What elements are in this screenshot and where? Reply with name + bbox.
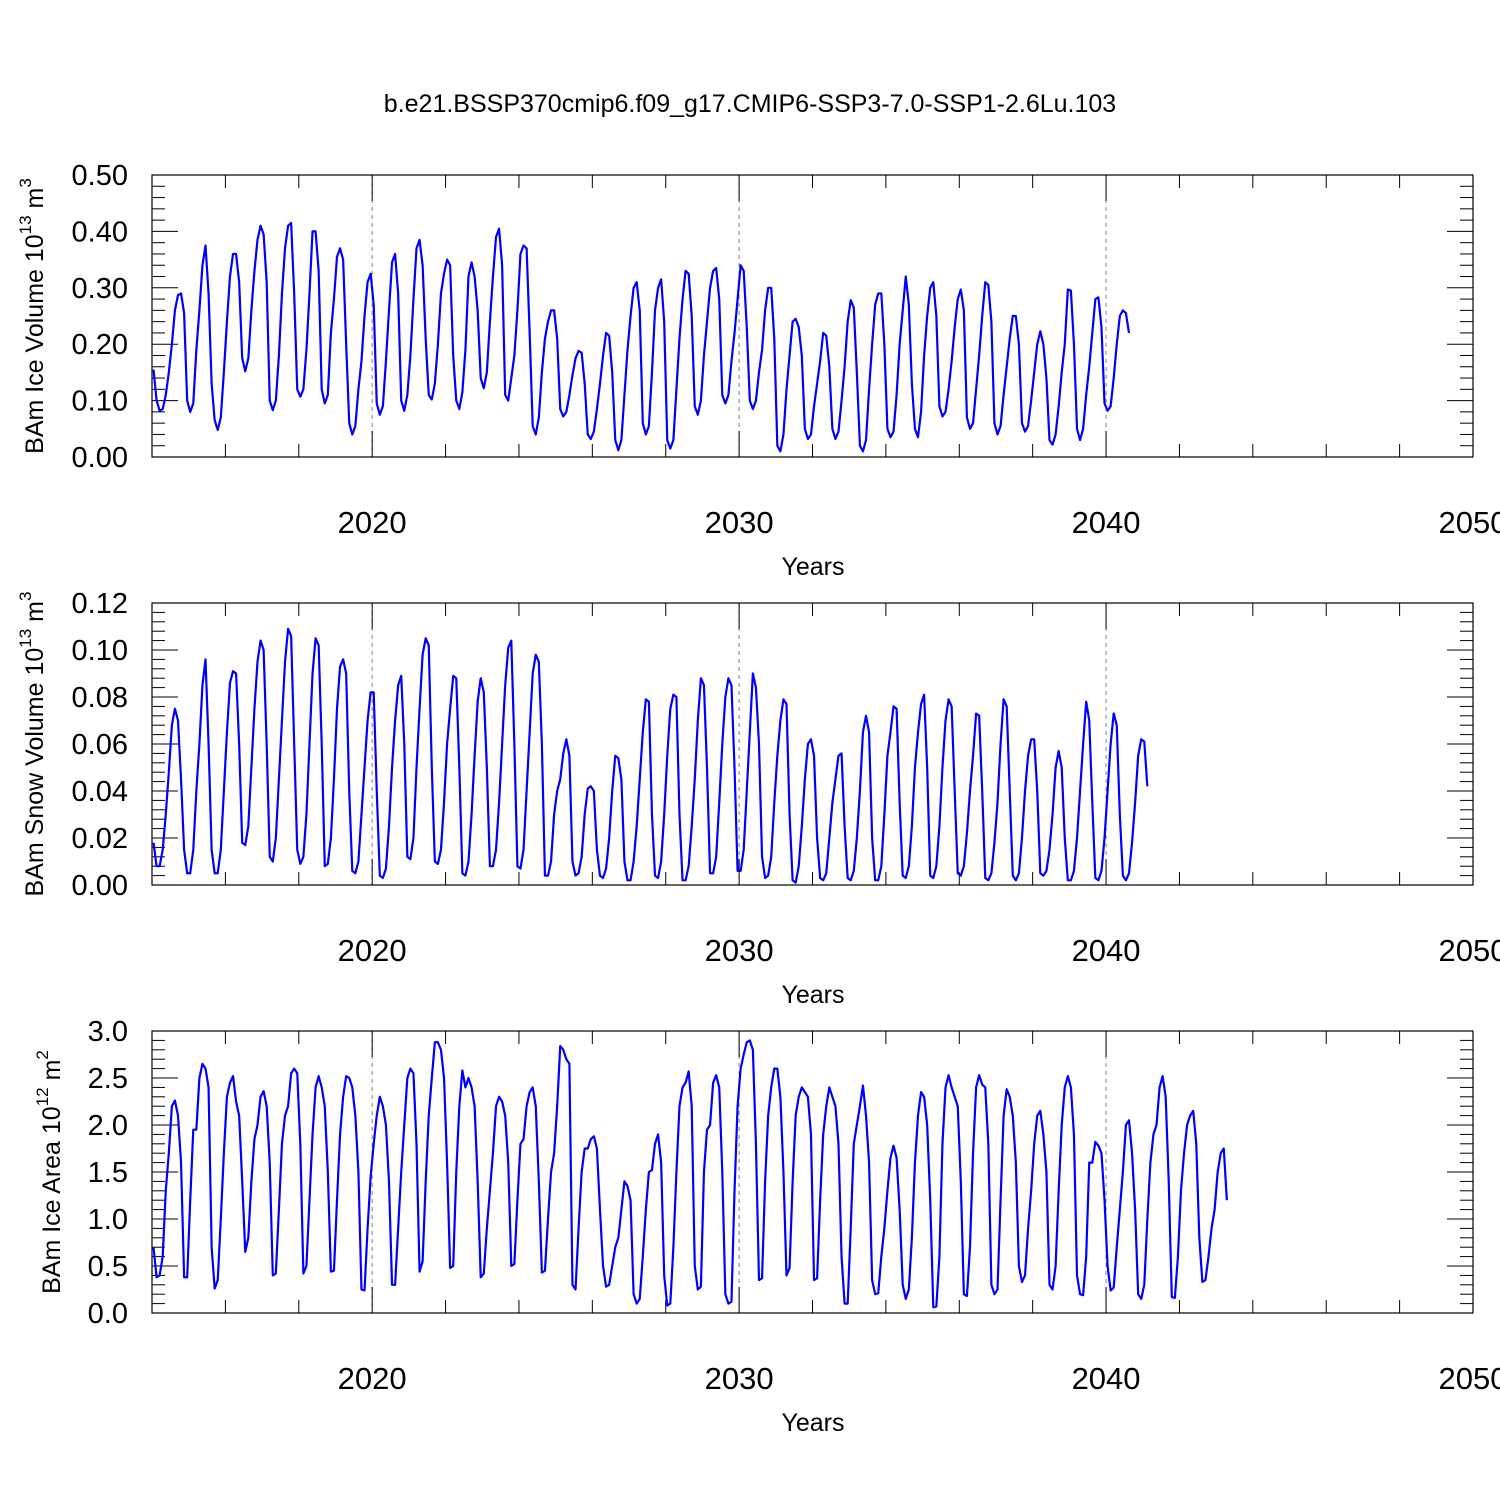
y-tick-label: 0.12 bbox=[72, 588, 128, 620]
xlabel-ice-volume: Years bbox=[781, 553, 844, 581]
ylabel-ice-area: BAm Ice Area 1012 m2 bbox=[33, 1050, 66, 1294]
x-tick-label: 2020 bbox=[338, 933, 407, 968]
y-tick-label: 0.5 bbox=[88, 1251, 128, 1283]
chart-ice-area: BAm Ice Area 1012 m2 Years 0.0 0.5 1.0 1.5 2… bbox=[33, 1016, 1500, 1437]
ylabel-ice-volume: BAm Ice Volume 1013 m3 bbox=[16, 178, 49, 454]
x-tick-label: 2030 bbox=[705, 505, 774, 540]
chart-ice-volume: BAm Ice Volume 1013 m3 Years 0.00 0.10 0.2… bbox=[16, 160, 1500, 581]
ylabel-snow-volume: BAm Snow Volume 1013 m3 bbox=[16, 592, 49, 897]
x-tick-label: 2030 bbox=[705, 933, 774, 968]
y-tick-label: 2.5 bbox=[88, 1063, 128, 1095]
series-line bbox=[152, 627, 1149, 884]
y-tick-label: 0.00 bbox=[72, 442, 128, 474]
x-tick-label: 2030 bbox=[705, 1361, 774, 1396]
xlabel-ice-area: Years bbox=[781, 1409, 844, 1437]
y-tick-label: 0.04 bbox=[72, 776, 128, 808]
x-tick-label: 2050 bbox=[1439, 1361, 1500, 1396]
y-tick-label: 0.08 bbox=[72, 682, 128, 714]
x-tick-label: 2040 bbox=[1072, 1361, 1141, 1396]
y-tick-label: 1.0 bbox=[88, 1204, 128, 1236]
series-line bbox=[152, 221, 1131, 453]
y-tick-label: 0.0 bbox=[88, 1298, 128, 1330]
y-tick-label: 0.20 bbox=[72, 329, 128, 361]
y-tick-label: 0.10 bbox=[72, 386, 128, 418]
xlabel-snow-volume: Years bbox=[781, 981, 844, 1009]
chart-snow-volume: BAm Snow Volume 1013 m3 Years 0.00 0.02 0.… bbox=[16, 588, 1500, 1009]
figure-title: b.e21.BSSP370cmip6.f09_g17.CMIP6-SSP3-7.… bbox=[384, 90, 1116, 118]
y-tick-label: 1.5 bbox=[88, 1157, 128, 1189]
x-tick-label: 2040 bbox=[1072, 933, 1141, 968]
y-tick-label: 0.40 bbox=[72, 216, 128, 248]
y-tick-label: 0.10 bbox=[72, 635, 128, 667]
y-tick-label: 0.06 bbox=[72, 729, 128, 761]
series-line bbox=[152, 1039, 1228, 1309]
y-tick-label: 0.30 bbox=[72, 273, 128, 305]
x-tick-label: 2020 bbox=[338, 505, 407, 540]
x-tick-label: 2040 bbox=[1072, 505, 1141, 540]
y-tick-label: 0.50 bbox=[72, 160, 128, 192]
y-tick-label: 0.02 bbox=[72, 823, 128, 855]
x-tick-label: 2020 bbox=[338, 1361, 407, 1396]
x-tick-label: 2050 bbox=[1439, 933, 1500, 968]
y-tick-label: 3.0 bbox=[88, 1016, 128, 1048]
x-tick-label: 2050 bbox=[1439, 505, 1500, 540]
y-tick-label: 0.00 bbox=[72, 870, 128, 902]
y-tick-label: 2.0 bbox=[88, 1110, 128, 1142]
